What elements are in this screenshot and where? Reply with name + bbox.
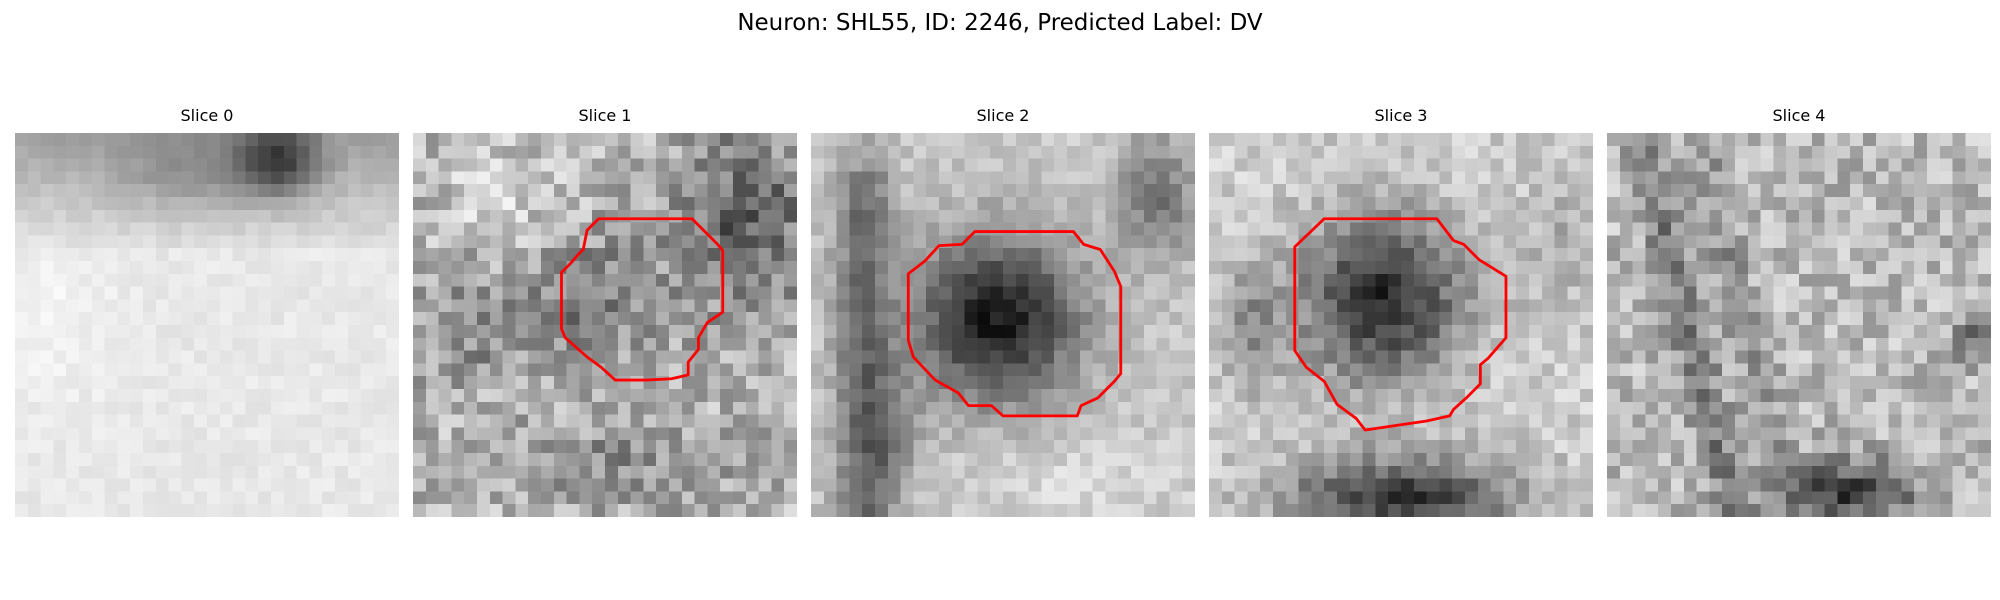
slice-title: Slice 1 [578,106,632,125]
soma-contour [560,217,725,382]
slice-image [811,133,1195,517]
slice-image [1209,133,1593,517]
slice-image [1607,133,1991,517]
soma-contour [1293,217,1508,432]
figure-title: Neuron: SHL55, ID: 2246, Predicted Label… [737,10,1263,36]
slice-title: Slice 0 [180,106,234,125]
slice-title: Slice 3 [1374,106,1428,125]
slice-image [15,133,399,517]
slice-title: Slice 2 [976,106,1030,125]
soma-contour [906,230,1123,418]
slice-image [413,133,797,517]
slice-title: Slice 4 [1772,106,1826,125]
